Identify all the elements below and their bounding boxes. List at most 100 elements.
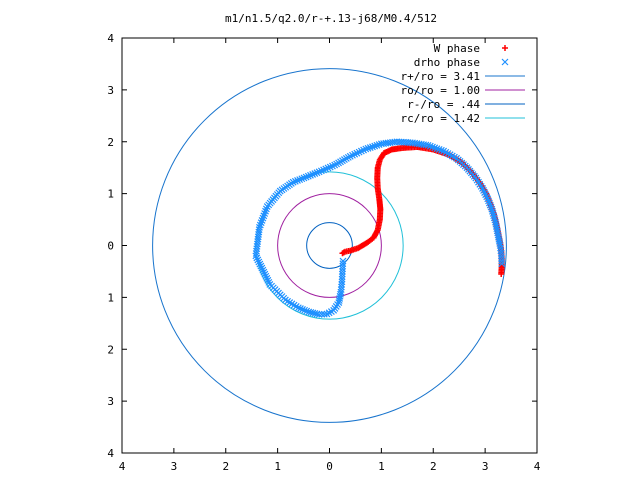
- drho-phase-point: [304, 172, 312, 180]
- drho-phase-point: [338, 270, 346, 278]
- drho-phase-point: [252, 252, 260, 260]
- y-tick-label: 4: [107, 447, 114, 460]
- drho-phase-point: [435, 146, 443, 153]
- drho-phase-point: [309, 171, 317, 178]
- drho-phase-point: [296, 176, 304, 184]
- y-tick-label: 3: [107, 395, 114, 408]
- legend-swatch: [502, 45, 508, 51]
- drho-phase-point: [377, 140, 385, 148]
- drho-phase-point: [260, 268, 268, 276]
- x-tick-label: 3: [482, 460, 489, 473]
- phase-points: [252, 138, 506, 318]
- y-tick-label: 0: [107, 240, 114, 253]
- drho-phase-point: [338, 275, 346, 283]
- drho-phase-point: [259, 266, 267, 274]
- drho-phase-point: [433, 145, 441, 153]
- circle-curve: [277, 193, 382, 298]
- drho-phase-point: [429, 143, 436, 151]
- y-tick-label: 3: [107, 84, 114, 97]
- drho-phase-point: [263, 274, 271, 282]
- legend-label: W phase: [434, 42, 480, 55]
- legend-label: r+/ro = 3.41: [401, 70, 480, 83]
- drho-phase-point: [482, 191, 490, 199]
- drho-phase-point: [261, 270, 269, 278]
- x-tick-label: 4: [119, 460, 126, 473]
- x-tick-label: 1: [274, 460, 281, 473]
- y-tick-label: 2: [107, 343, 114, 356]
- y-tick-label: 4: [107, 32, 114, 45]
- drho-phase-point: [498, 260, 506, 268]
- drho-phase-point: [437, 146, 445, 154]
- drho-phase-point: [311, 170, 319, 177]
- x-tick-label: 2: [430, 460, 437, 473]
- drho-phase-point: [265, 278, 273, 286]
- drho-phase-point: [313, 169, 321, 177]
- legend-label: ro/ro = 1.00: [401, 84, 480, 97]
- x-tick-label: 1: [378, 460, 385, 473]
- drho-phase-point: [255, 258, 263, 266]
- drho-phase-point: [262, 272, 270, 280]
- drho-phase-point: [307, 308, 315, 316]
- drho-phase-point: [315, 168, 323, 176]
- drho-phase-point: [373, 141, 381, 149]
- legend-label: r-/ro = .44: [407, 98, 480, 111]
- x-tick-label: 2: [222, 460, 229, 473]
- y-tick-label: 1: [107, 188, 114, 201]
- x-tick-label: 0: [326, 460, 333, 473]
- drho-phase-point: [489, 207, 496, 215]
- drho-phase-point: [339, 257, 347, 265]
- legend-swatch: [501, 58, 509, 66]
- drho-phase-point: [320, 310, 328, 318]
- drho-phase-point: [294, 177, 301, 184]
- drho-phase-point: [300, 174, 308, 182]
- drho-phase-point: [481, 189, 489, 197]
- legend-label: rc/ro = 1.42: [401, 112, 480, 125]
- x-tick-label: 3: [171, 460, 178, 473]
- drho-phase-point: [339, 262, 347, 270]
- drho-phase-point: [375, 141, 383, 148]
- y-tick-label: 2: [107, 136, 114, 149]
- drho-phase-point: [484, 195, 492, 203]
- circle-curve: [306, 222, 353, 269]
- drho-phase-point: [309, 309, 317, 317]
- chart-title: m1/n1.5/q2.0/r-+.13-j68/M0.4/512: [225, 12, 437, 25]
- drho-phase-point: [253, 254, 261, 262]
- drho-phase-point: [489, 210, 497, 217]
- drho-phase-point: [491, 216, 499, 224]
- drho-phase-point: [297, 305, 304, 313]
- drho-phase-point: [480, 187, 487, 194]
- drho-phase-point: [305, 308, 313, 316]
- drho-phase-point: [257, 262, 265, 270]
- drho-phase-point: [256, 260, 264, 268]
- drho-phase-point: [338, 273, 346, 281]
- w-phase-point: [339, 250, 346, 257]
- drho-phase-point: [483, 193, 491, 201]
- drho-phase-point: [339, 265, 347, 273]
- drho-phase-point: [303, 307, 311, 315]
- drho-phase-point: [490, 214, 498, 222]
- drho-phase-point: [440, 147, 448, 155]
- drho-phase-point: [492, 218, 499, 226]
- drho-phase-point: [264, 276, 272, 284]
- drho-phase-point: [490, 212, 498, 220]
- x-tick-label: 4: [534, 460, 541, 473]
- drho-phase-point: [487, 203, 495, 211]
- drho-phase-point: [371, 142, 379, 150]
- drho-phase-point: [498, 257, 506, 265]
- drho-phase-point: [339, 260, 347, 268]
- drho-phase-point: [258, 264, 266, 272]
- drho-phase-point: [299, 305, 306, 313]
- drho-phase-point: [366, 144, 374, 151]
- drho-phase-point: [498, 255, 505, 262]
- drho-phase-point: [301, 306, 309, 314]
- drho-phase-point: [486, 201, 494, 209]
- y-tick-label: 1: [107, 291, 114, 304]
- drho-phase-point: [254, 256, 262, 264]
- drho-phase-point: [311, 310, 319, 317]
- drho-phase-point: [485, 199, 493, 207]
- drho-phase-point: [339, 268, 346, 275]
